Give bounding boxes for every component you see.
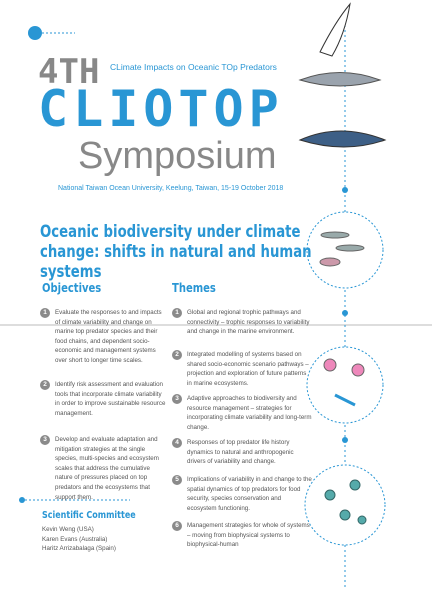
item-text: Adaptive approaches to biodiversity and …: [187, 394, 312, 432]
list-item: 2 Integrated modelling of systems based o…: [172, 350, 312, 388]
list-item: 2 Identify risk assessment and evaluation…: [40, 380, 168, 418]
item-text: Implications of variability in and chang…: [187, 475, 312, 513]
item-number: 5: [172, 475, 182, 485]
item-text: Develop and evaluate adaptation and miti…: [55, 435, 168, 502]
item-number: 3: [172, 394, 182, 404]
list-item: 1 Global and regional trophic pathways an…: [172, 308, 312, 337]
list-item: 6 Management strategies for whole of syst…: [172, 521, 312, 550]
item-number: 1: [40, 308, 50, 318]
committee-member: Haritz Arrizabalaga (Spain): [42, 545, 116, 552]
item-number: 2: [40, 380, 50, 390]
item-text: Evaluate the responses to and impacts of…: [55, 308, 168, 366]
poster: 4TH CLimate Impacts on Oceanic TOp Preda…: [0, 0, 432, 589]
theme-heading: Oceanic biodiversity under climate chang…: [40, 222, 313, 282]
list-item: 1 Evaluate the responses to and impacts o…: [40, 308, 168, 366]
subtitle: Symposium: [78, 135, 277, 178]
committee-member: Karen Evans (Australia): [42, 536, 107, 543]
item-number: 1: [172, 308, 182, 318]
list-item: 5 Implications of variability in and chan…: [172, 475, 312, 513]
item-text: Identify risk assessment and evaluation …: [55, 380, 168, 418]
themes-heading: Themes: [172, 280, 216, 295]
objectives-heading: Objectives: [42, 280, 101, 295]
item-text: Management strategies for whole of syste…: [187, 521, 312, 550]
item-number: 6: [172, 521, 182, 531]
committee-member: Kevin Weng (USA): [42, 526, 94, 533]
item-number: 3: [40, 435, 50, 445]
list-item: 4 Responses of top predator life history …: [172, 438, 312, 467]
item-number: 4: [172, 438, 182, 448]
list-item: 3 Develop and evaluate adaptation and mit…: [40, 435, 168, 502]
item-text: Responses of top predator life history d…: [187, 438, 312, 467]
venue: National Taiwan Ocean University, Keelun…: [58, 185, 283, 192]
committee-heading: Scientific Committee: [42, 510, 136, 521]
item-text: Global and regional trophic pathways and…: [187, 308, 312, 337]
item-number: 2: [172, 350, 182, 360]
list-item: 3 Adaptive approaches to biodiversity and…: [172, 394, 312, 432]
title: CLIOTOP: [38, 80, 284, 138]
tagline: CLimate Impacts on Oceanic TOp Predators: [110, 62, 277, 72]
item-text: Integrated modelling of systems based on…: [187, 350, 312, 388]
